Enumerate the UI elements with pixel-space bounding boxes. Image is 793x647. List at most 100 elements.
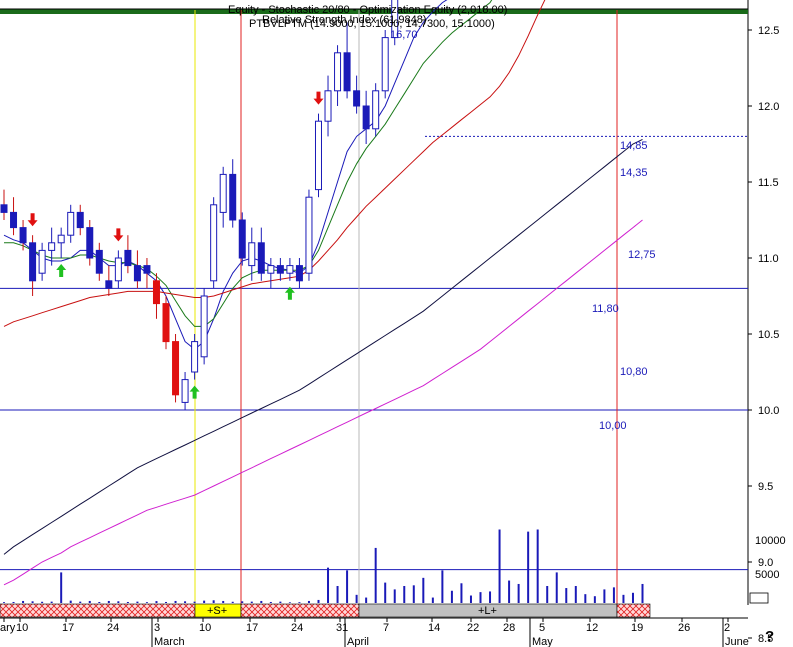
price-tick-label: 9.5 [758,481,773,493]
candle-body [76,211,84,229]
price-tick-label: 10.5 [758,329,779,341]
price-tick-label: 11.5 [758,177,779,189]
horizontal-levels [0,135,748,571]
candle-body [362,105,370,130]
candle-body [181,379,189,403]
candle-body [229,173,237,221]
candle-body [257,242,265,274]
month-label: April [347,636,369,647]
candle-body [391,0,399,39]
candle-body [10,211,18,229]
header-line-3: PTBVLPTM (14.9000, 15.1000, 14.7300, 15.… [249,18,495,30]
candle-body [38,249,46,274]
candle-body [114,257,122,282]
moving-average-line [3,138,643,555]
month-label: May [532,636,553,647]
header-line-2: Relative Strength Index (61.9848) [262,14,427,26]
signal-label-short: +S+ [207,605,227,617]
date-tick-label: 3 [154,622,160,634]
date-tick-label: 28 [503,622,515,634]
date-tick-label: 24 [107,622,119,634]
level-labels: 16,70 12,75 11,80 10,80 10,00 14,85 14,35 [390,29,656,432]
down-arrow-icon [313,91,324,105]
date-tick-label: 5 [539,622,545,634]
candle-body [334,52,342,92]
moving-averages [3,0,643,586]
volume-tick-label: 10000 [755,535,786,547]
up-arrow-icon [56,264,67,277]
candle-body [67,211,75,236]
candle-body [0,204,8,213]
date-tick-label: 17 [246,622,258,634]
candle-body [152,280,160,305]
candle-body [143,265,151,274]
moving-average-line [4,0,493,327]
date-tick-label: 31 [336,622,348,634]
level-label: 14,35 [620,167,648,179]
price-tick-label: 11.0 [758,253,779,265]
moving-average-line [3,0,448,350]
candle-body [124,249,132,267]
candle-body [324,90,332,122]
candle-body [305,196,313,274]
month-label: June [725,636,749,647]
candle-body [191,341,199,373]
date-tick-label: 22 [467,622,479,634]
date-tick-label: 19 [631,622,643,634]
date-tick-label: 24 [291,622,303,634]
candle-body [295,265,303,282]
price-tick-label: 12.5 [758,25,779,37]
date-tick-label: 26 [678,622,690,634]
signal-bar: +S+ +L+ [0,603,651,618]
vertical-markers [194,10,618,605]
month-label: March [154,636,185,647]
candle-body [172,341,180,396]
signal-label-long: +L+ [478,605,497,617]
signal-arrows [27,91,324,399]
candle-body [57,234,65,244]
date-tick-label: 12 [586,622,598,634]
candle-body [19,227,27,244]
level-label: 14,85 [620,140,648,152]
candle-body [381,37,389,92]
price-axis: 17.517.016.516.015.515.014.514.013.513.0… [748,25,786,645]
candle-body [353,90,361,107]
candle-body [162,303,170,343]
volume-bars [3,529,644,603]
candle-body [286,265,294,274]
price-tick-label: 9.0 [758,557,773,569]
candle-body [372,90,380,130]
candle-body [95,249,103,274]
moving-average-line [3,0,546,327]
signal-bar-hatched [616,603,651,618]
candle-body [219,173,227,213]
volume-scale-box[interactable] [749,592,769,604]
date-tick-label: 7 [383,622,389,634]
level-label: 16,70 [390,29,418,41]
price-tick-label: 8.5 [758,633,773,645]
candle-body [86,227,94,259]
candle-body [29,242,37,282]
down-arrow-icon [27,213,38,227]
level-label: 12,75 [628,249,656,261]
candle-body [314,120,322,191]
date-tick-label: ary [0,622,16,634]
up-arrow-icon [284,286,295,300]
header-line-1: Equity - Stochastic 20/80 - Optimization… [228,4,507,16]
candle-body [343,52,351,92]
level-label: 10,00 [599,420,627,432]
candle-body [267,265,275,274]
signal-bar-hatched [240,603,360,618]
moving-average-line [3,219,643,586]
candles [0,0,399,410]
candle-body [133,265,141,282]
candle-body [200,295,208,358]
corner-question-mark: ? [765,628,774,645]
candle-body [48,242,56,251]
top-indicator-strip [0,9,748,14]
date-tick-label: 14 [428,622,440,634]
price-tick-label: 12.0 [758,101,779,113]
signal-bar-hatched [0,603,196,618]
